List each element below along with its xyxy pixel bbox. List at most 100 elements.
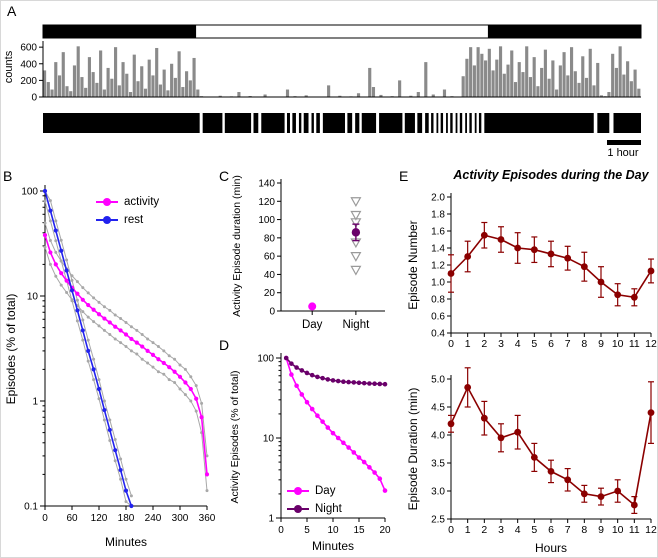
panel-e-episode-number-plot: 0 1 2 3 4 5 6 7 8 9 10 11 120.40.60.81.01.21.41.61.8… [431, 193, 657, 351]
panel-e-episode-duration-plot: 0 1 2 3 4 5 6 7 8 9 10 11 122.53.03.54.04.55.0 [431, 367, 657, 536]
rest-marker-icon [96, 216, 118, 223]
panel-d-label: D [219, 337, 230, 353]
legend-row-rest: rest [96, 211, 159, 229]
svg-text:3: 3 [498, 338, 504, 350]
svg-text:140: 140 [258, 179, 275, 190]
svg-text:Night: Night [342, 319, 370, 331]
svg-text:60: 60 [66, 513, 78, 524]
svg-text:1: 1 [465, 338, 471, 350]
svg-text:4.5: 4.5 [431, 403, 445, 414]
activity-marker-icon [96, 198, 118, 205]
panel-b-survival-plot: 0 60 120 180 240 300 360 100 10 1 0.1 [21, 185, 216, 524]
svg-text:2.5: 2.5 [431, 515, 445, 526]
svg-text:1: 1 [465, 524, 471, 536]
svg-text:3.0: 3.0 [431, 487, 445, 498]
svg-text:4: 4 [515, 524, 521, 536]
day-marker-icon [287, 487, 309, 494]
svg-text:2: 2 [481, 338, 487, 350]
svg-text:5.0: 5.0 [431, 375, 445, 386]
svg-text:10: 10 [263, 434, 275, 445]
panel-b-label: B [3, 168, 13, 184]
svg-text:0: 0 [31, 93, 37, 104]
panel-d-x-axis-label: Minutes [311, 539, 355, 553]
legend-activity-label: activity [124, 196, 160, 208]
legend-row-day: Day [287, 482, 342, 500]
panel-e-label: E [399, 168, 409, 184]
svg-text:10: 10 [612, 338, 624, 350]
svg-text:1.2: 1.2 [431, 261, 445, 272]
svg-text:7: 7 [565, 524, 571, 536]
panel-b-legend: activity rest [96, 193, 159, 229]
svg-text:2: 2 [481, 524, 487, 536]
svg-text:300: 300 [172, 513, 189, 524]
panel-d-legend: Day Night [287, 482, 342, 518]
panel-a-actogram-plot: 0 200 400 600 [20, 24, 642, 145]
panel-b-y-axis-label: Episodes (% of total) [4, 293, 18, 405]
svg-text:40: 40 [264, 270, 276, 281]
panel-e-title: Activity Episodes during the Day [453, 168, 649, 182]
svg-text:10: 10 [327, 525, 339, 536]
svg-text:12: 12 [645, 338, 657, 350]
svg-text:240: 240 [145, 513, 162, 524]
svg-text:0: 0 [269, 307, 275, 318]
svg-text:360: 360 [199, 513, 216, 524]
panel-e-top-y-axis-label: Episode Number [406, 220, 420, 310]
svg-text:3: 3 [498, 524, 504, 536]
legend-day-label: Day [315, 485, 336, 497]
night-marker-icon [287, 505, 309, 512]
svg-text:0.8: 0.8 [431, 295, 445, 306]
svg-text:0: 0 [278, 525, 284, 536]
legend-rest-label: rest [124, 214, 144, 226]
panel-b-x-axis-label: Minutes [104, 535, 148, 549]
svg-text:5: 5 [304, 525, 310, 536]
panel-a-y-axis-label: counts [3, 50, 15, 84]
panel-e-x-axis-label: Hours [534, 541, 567, 555]
svg-text:100: 100 [258, 215, 275, 226]
svg-text:10: 10 [612, 524, 624, 536]
legend-row-night: Night [287, 500, 342, 518]
svg-text:200: 200 [20, 76, 37, 87]
svg-text:400: 400 [20, 59, 37, 70]
svg-text:180: 180 [118, 513, 135, 524]
svg-text:1.0: 1.0 [431, 278, 445, 289]
svg-text:5: 5 [531, 338, 537, 350]
svg-text:9: 9 [598, 524, 604, 536]
svg-text:15: 15 [353, 525, 365, 536]
scale-bar-label: 1 hour [607, 147, 639, 159]
svg-text:1.8: 1.8 [431, 210, 445, 221]
svg-text:100: 100 [21, 187, 38, 198]
svg-text:12: 12 [645, 524, 657, 536]
svg-text:6: 6 [548, 524, 554, 536]
svg-text:20: 20 [379, 525, 391, 536]
panel-a-label: A [7, 3, 17, 19]
svg-text:0.1: 0.1 [24, 502, 38, 513]
svg-text:0.6: 0.6 [431, 312, 445, 323]
panel-e-bottom-y-axis-label: Episode Duration (min) [406, 387, 420, 511]
svg-text:11: 11 [629, 524, 640, 536]
legend-row-activity: activity [96, 193, 159, 211]
svg-text:120: 120 [91, 513, 108, 524]
svg-text:10: 10 [27, 292, 39, 303]
svg-text:20: 20 [264, 288, 276, 299]
svg-text:0: 0 [42, 513, 48, 524]
svg-text:4: 4 [515, 338, 521, 350]
svg-text:60: 60 [264, 252, 276, 263]
svg-text:6: 6 [548, 338, 554, 350]
svg-text:9: 9 [598, 338, 604, 350]
svg-text:11: 11 [629, 338, 640, 350]
svg-text:100: 100 [257, 354, 274, 365]
svg-text:2.0: 2.0 [431, 193, 445, 204]
svg-text:8: 8 [581, 338, 587, 350]
svg-text:7: 7 [565, 338, 571, 350]
svg-text:1: 1 [32, 397, 38, 408]
svg-text:0: 0 [448, 338, 454, 350]
panel-c-label: C [219, 168, 230, 184]
svg-text:3.5: 3.5 [431, 459, 445, 470]
panel-d-episodes-plot: 0 5 10 15 20 100 10 1 [257, 353, 391, 536]
svg-text:1: 1 [268, 514, 274, 525]
svg-text:5: 5 [531, 524, 537, 536]
svg-text:Day: Day [302, 319, 323, 331]
svg-text:0.4: 0.4 [431, 329, 445, 340]
svg-text:120: 120 [258, 197, 275, 208]
